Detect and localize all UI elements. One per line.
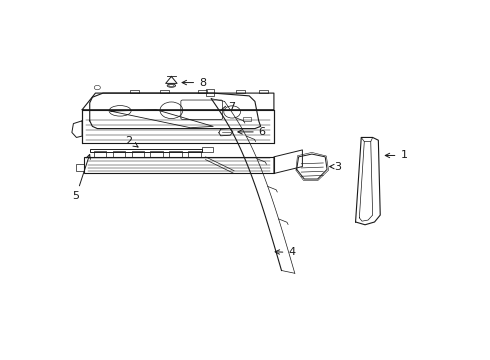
- Bar: [150, 151, 163, 157]
- Bar: [131, 151, 144, 157]
- Bar: [76, 164, 84, 171]
- Text: 8: 8: [182, 77, 206, 87]
- Text: 3: 3: [330, 162, 341, 172]
- Text: 1: 1: [385, 150, 407, 161]
- Bar: [94, 151, 106, 157]
- Bar: [90, 149, 202, 152]
- Text: 4: 4: [275, 247, 295, 257]
- Text: 6: 6: [238, 127, 266, 137]
- Bar: [84, 157, 274, 174]
- Bar: [236, 90, 245, 93]
- Bar: [170, 151, 182, 157]
- Text: 2: 2: [125, 136, 138, 147]
- Bar: [259, 90, 268, 93]
- Bar: [198, 90, 207, 93]
- Bar: [243, 117, 251, 121]
- Bar: [189, 151, 200, 157]
- Bar: [160, 90, 170, 93]
- Text: 7: 7: [222, 102, 236, 112]
- Bar: [129, 90, 139, 93]
- Bar: [113, 151, 124, 157]
- Text: 5: 5: [73, 154, 90, 201]
- Bar: [202, 147, 213, 152]
- Bar: [206, 89, 214, 96]
